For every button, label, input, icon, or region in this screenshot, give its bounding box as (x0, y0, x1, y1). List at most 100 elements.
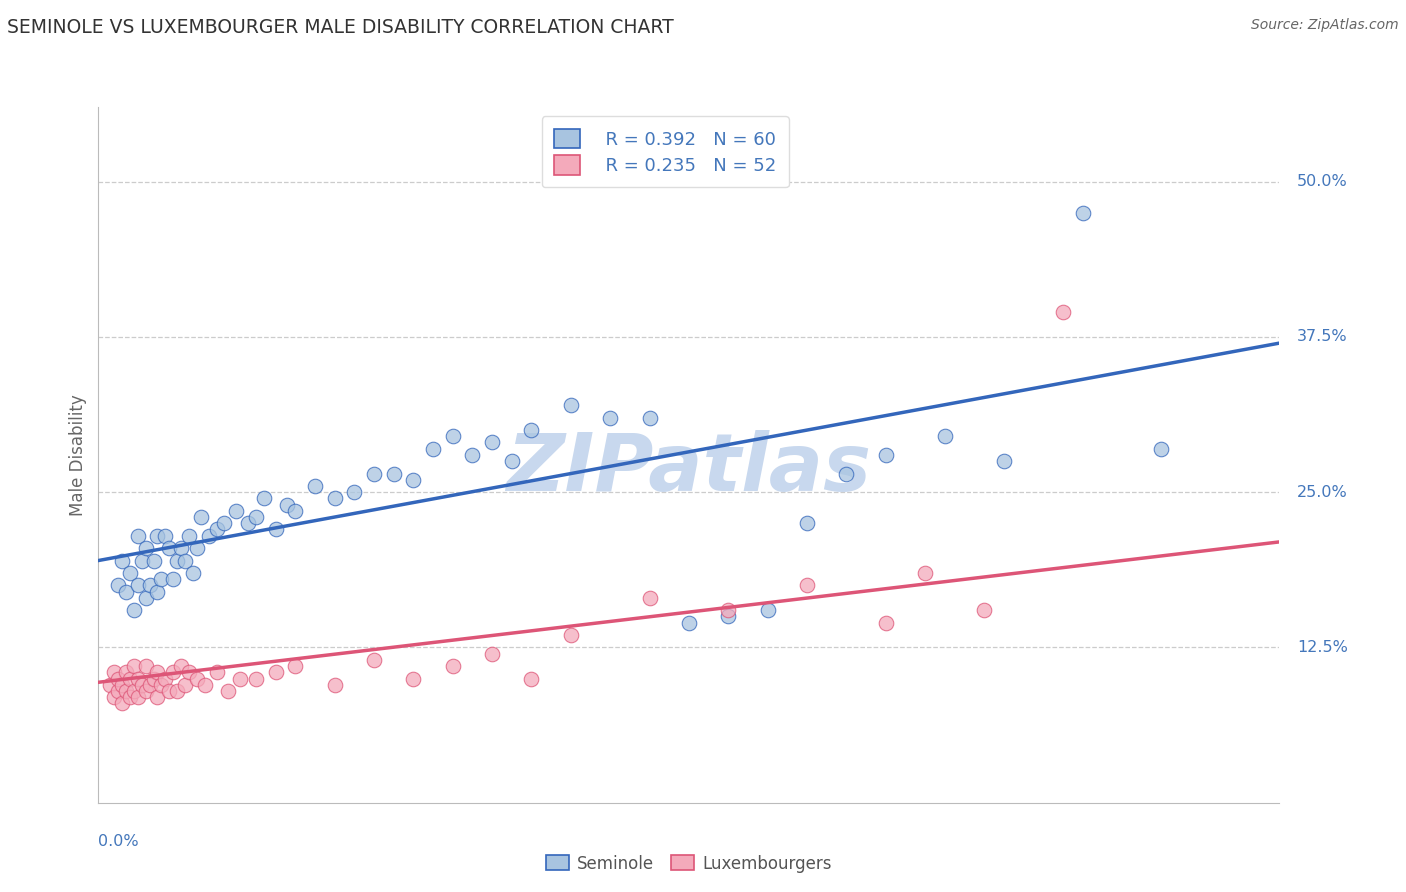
Point (1150, 442, 1173, 456)
Point (118, 566, 141, 580)
Point (253, 491, 276, 506)
Point (205, 665, 228, 680)
Point (638, 591, 661, 605)
Point (264, 665, 287, 680)
Text: 0.0%: 0.0% (98, 834, 139, 849)
Point (103, 665, 125, 680)
Point (520, 423, 543, 437)
Point (481, 647, 503, 661)
Point (402, 672, 425, 686)
Point (98, 678, 121, 692)
Point (146, 584, 169, 599)
Point (122, 659, 145, 673)
Point (135, 684, 157, 698)
Point (157, 684, 180, 698)
Point (115, 665, 138, 680)
Point (323, 491, 346, 506)
Point (146, 690, 169, 705)
Point (170, 659, 193, 673)
Point (146, 665, 169, 680)
Text: ZIPatlas: ZIPatlas (506, 430, 872, 508)
Point (422, 442, 444, 456)
Point (107, 684, 129, 698)
Point (111, 678, 134, 692)
Point (103, 690, 125, 705)
Point (276, 498, 298, 512)
Point (127, 690, 149, 705)
Point (678, 615, 700, 630)
Point (560, 398, 582, 412)
Point (155, 672, 177, 686)
Point (131, 553, 153, 567)
Point (1052, 305, 1074, 319)
Point (157, 541, 180, 555)
Point (214, 516, 236, 531)
Point (138, 578, 160, 592)
Point (177, 529, 200, 543)
Point (402, 473, 425, 487)
Point (973, 603, 995, 617)
Point (135, 659, 157, 673)
Point (323, 678, 346, 692)
Point (264, 523, 287, 537)
Point (284, 659, 307, 673)
Text: Source: ZipAtlas.com: Source: ZipAtlas.com (1251, 18, 1399, 32)
Point (382, 467, 405, 481)
Point (162, 572, 184, 586)
Text: SEMINOLE VS LUXEMBOURGER MALE DISABILITY CORRELATION CHART: SEMINOLE VS LUXEMBOURGER MALE DISABILITY… (7, 18, 673, 37)
Point (225, 504, 247, 518)
Point (717, 603, 740, 617)
Point (150, 678, 173, 692)
Point (111, 553, 134, 567)
Point (146, 529, 169, 543)
Point (118, 672, 141, 686)
Point (343, 485, 366, 500)
Point (107, 578, 129, 592)
Point (162, 665, 184, 680)
Point (501, 454, 523, 468)
Point (186, 541, 208, 555)
Point (560, 628, 582, 642)
Point (115, 684, 138, 698)
Point (304, 479, 326, 493)
Point (166, 684, 188, 698)
Point (197, 529, 219, 543)
Point (756, 603, 779, 617)
Point (142, 672, 165, 686)
Text: 12.5%: 12.5% (1298, 640, 1348, 655)
Point (174, 678, 197, 692)
Point (142, 553, 165, 567)
Point (284, 504, 307, 518)
Point (107, 672, 129, 686)
Point (181, 566, 204, 580)
Point (177, 665, 200, 680)
Point (138, 678, 160, 692)
Point (194, 678, 217, 692)
Point (174, 553, 197, 567)
Point (796, 578, 818, 592)
Point (363, 467, 385, 481)
Point (363, 653, 385, 667)
Point (914, 566, 936, 580)
Point (150, 572, 173, 586)
Y-axis label: Male Disability: Male Disability (69, 394, 87, 516)
Point (190, 510, 212, 524)
Point (875, 448, 897, 462)
Point (135, 591, 157, 605)
Text: 25.0%: 25.0% (1298, 484, 1348, 500)
Point (122, 684, 145, 698)
Point (127, 529, 149, 543)
Point (934, 429, 956, 443)
Point (205, 523, 228, 537)
Point (131, 678, 153, 692)
Point (461, 448, 484, 462)
Point (481, 435, 503, 450)
Point (245, 672, 267, 686)
Point (166, 553, 188, 567)
Legend: Seminole, Luxembourgers: Seminole, Luxembourgers (538, 848, 839, 880)
Point (441, 659, 464, 673)
Point (170, 541, 193, 555)
Point (122, 603, 145, 617)
Legend:   R = 0.392   N = 60,   R = 0.235   N = 52: R = 0.392 N = 60, R = 0.235 N = 52 (541, 116, 789, 187)
Point (245, 510, 267, 524)
